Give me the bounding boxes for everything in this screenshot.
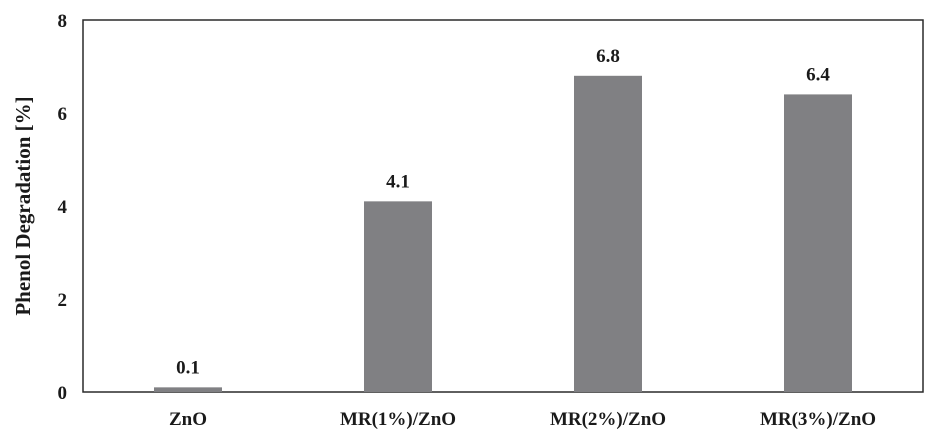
data-label: 6.8 bbox=[596, 46, 620, 67]
data-label: 0.1 bbox=[176, 357, 200, 378]
category-label: MR(3%)/ZnO bbox=[760, 409, 876, 430]
bar bbox=[574, 75, 642, 393]
bars-layer: 0.1 4.1 6.8 6.4 bbox=[154, 46, 852, 393]
category-label: MR(1%)/ZnO bbox=[340, 409, 456, 430]
category-label: MR(2%)/ZnO bbox=[550, 409, 666, 430]
bar bbox=[784, 94, 852, 393]
y-axis-title: Phenol Degradation [%] bbox=[11, 96, 35, 315]
bar bbox=[364, 201, 432, 392]
y-tick-label: 8 bbox=[58, 11, 68, 32]
y-tick-label: 4 bbox=[58, 197, 68, 218]
category-labels: ZnO MR(1%)/ZnO MR(2%)/ZnO MR(3%)/ZnO bbox=[169, 409, 876, 430]
y-tick-labels: 0 2 4 6 8 bbox=[58, 11, 68, 404]
plot-frame bbox=[82, 19, 924, 393]
category-label: ZnO bbox=[169, 409, 207, 430]
y-tick-label: 0 bbox=[58, 383, 68, 404]
y-tick-label: 6 bbox=[58, 104, 68, 125]
y-tick-label: 2 bbox=[58, 290, 68, 311]
data-label: 4.1 bbox=[386, 171, 410, 192]
data-label: 6.4 bbox=[806, 64, 830, 85]
bar bbox=[154, 387, 222, 392]
